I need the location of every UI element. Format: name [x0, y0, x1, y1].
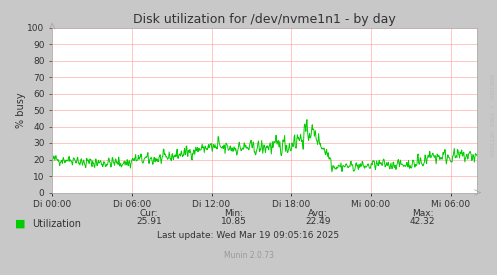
Y-axis label: % busy: % busy [16, 92, 26, 128]
Text: Min:: Min: [224, 209, 243, 218]
Text: 42.32: 42.32 [410, 217, 435, 226]
Text: RRDTOOL / TOBI OETIKER: RRDTOOL / TOBI OETIKER [489, 74, 494, 157]
Text: 22.49: 22.49 [305, 217, 331, 226]
Text: 25.91: 25.91 [136, 217, 162, 226]
Text: Cur:: Cur: [140, 209, 159, 218]
Title: Disk utilization for /dev/nvme1n1 - by day: Disk utilization for /dev/nvme1n1 - by d… [133, 13, 396, 26]
Text: 10.85: 10.85 [221, 217, 247, 226]
Text: Utilization: Utilization [32, 219, 82, 229]
Text: Last update: Wed Mar 19 09:05:16 2025: Last update: Wed Mar 19 09:05:16 2025 [158, 231, 339, 240]
Text: ■: ■ [15, 219, 25, 229]
Text: Max:: Max: [412, 209, 433, 218]
Text: Munin 2.0.73: Munin 2.0.73 [224, 252, 273, 260]
Text: Avg:: Avg: [308, 209, 328, 218]
